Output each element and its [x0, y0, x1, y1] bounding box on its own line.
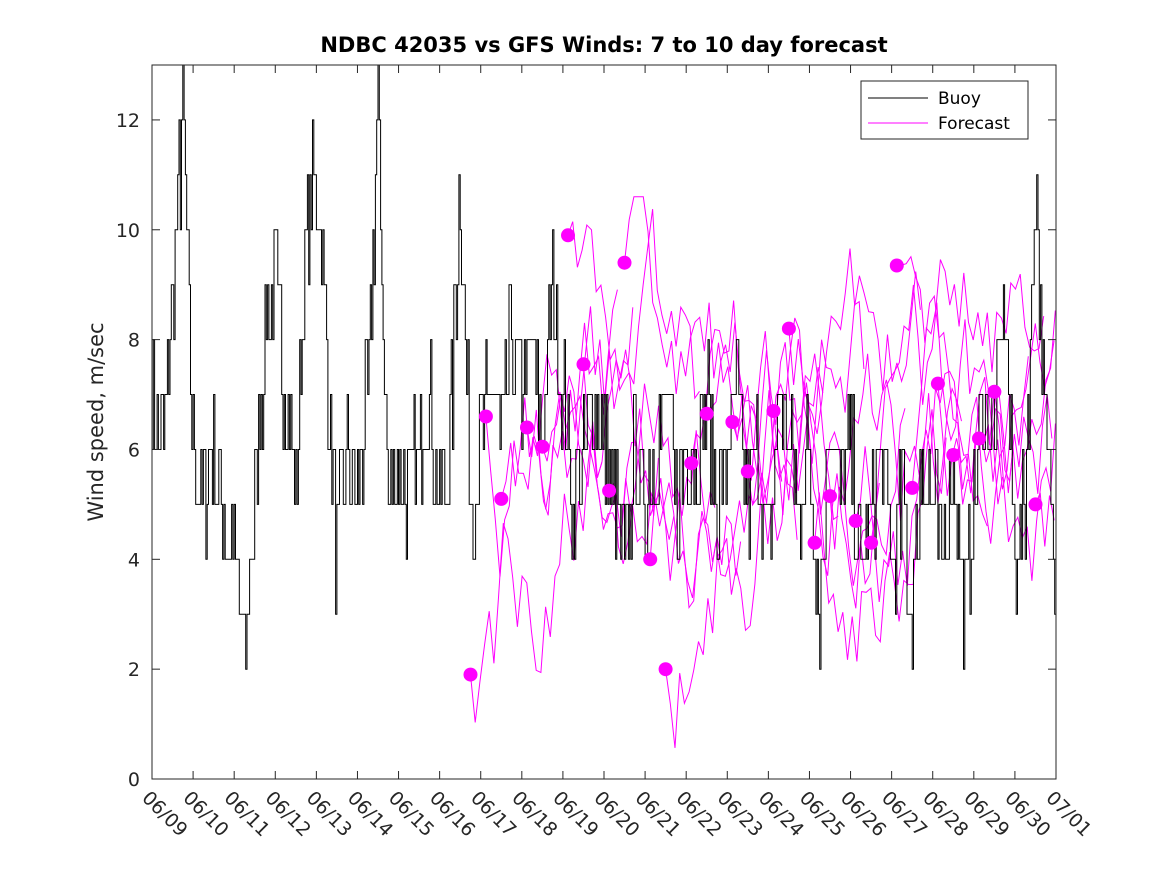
forecast-line: [690, 300, 824, 474]
forecast-marker: [823, 489, 837, 504]
forecast-marker: [699, 406, 714, 421]
forecast-marker: [494, 491, 509, 506]
forecast-line: [731, 300, 865, 501]
forecast-line: [952, 394, 1053, 505]
legend-label-buoy: Buoy: [938, 89, 981, 109]
y-tick-label: 0: [128, 769, 140, 791]
legend-box: [860, 80, 1029, 140]
buoy-series-layer: [152, 64, 1057, 670]
forecast-line: [470, 423, 603, 723]
forecast-marker: [617, 255, 632, 270]
forecast-marker: [889, 258, 904, 273]
forecast-line: [485, 289, 618, 577]
forecast-line: [911, 259, 1045, 488]
forecast-marker: [930, 376, 945, 391]
y-axis-label: Wind speed, m/sec: [84, 322, 108, 521]
forecast-line: [747, 317, 880, 609]
forecast-line: [567, 209, 700, 400]
forecast-marker: [781, 321, 796, 336]
forecast-marker: [807, 535, 822, 550]
forecast-marker: [576, 357, 591, 372]
legend: Buoy Forecast: [860, 80, 1029, 140]
forecast-line: [649, 443, 783, 599]
forecast-marker: [643, 552, 658, 567]
forecast-marker: [535, 439, 550, 454]
forecast-marker: [658, 662, 673, 677]
chart-title: NDBC 42035 vs GFS Winds: 7 to 10 day for…: [320, 33, 887, 57]
forecast-line: [706, 322, 839, 545]
y-tick-label: 12: [116, 110, 140, 132]
forecast-marker: [740, 464, 755, 479]
y-tick-label: 4: [128, 549, 140, 571]
forecast-marker: [946, 448, 961, 462]
y-tick-label: 10: [116, 220, 140, 242]
forecast-marker: [848, 513, 863, 528]
buoy-line: [152, 64, 1057, 670]
forecast-line: [788, 248, 921, 435]
forecast-marker: [905, 480, 920, 495]
y-tick-label: 2: [128, 659, 140, 681]
forecast-marker: [864, 535, 879, 550]
forecast-marker: [766, 404, 781, 418]
forecast-line: [541, 394, 675, 540]
forecast-series-layer: [470, 196, 1056, 748]
y-tick-label: 8: [128, 330, 140, 352]
y-axis: 0 2 4 6 8 10 12: [116, 110, 1056, 791]
forecast-marker: [561, 228, 575, 243]
forecast-line: [896, 255, 1029, 544]
legend-label-forecast: Forecast: [938, 114, 1010, 134]
forecast-marker: [1028, 497, 1043, 512]
forecast-marker: [972, 431, 986, 446]
forecast-marker: [684, 456, 699, 471]
forecast-marker: [725, 415, 740, 429]
forecast-marker-layer: [463, 228, 1043, 682]
forecast-marker: [463, 667, 478, 682]
forecast-marker: [602, 483, 617, 498]
forecast-line: [665, 390, 798, 748]
forecast-marker: [520, 420, 534, 435]
y-tick-label: 6: [128, 439, 140, 461]
forecast-marker: [987, 384, 1002, 399]
forecast-marker: [478, 409, 493, 424]
